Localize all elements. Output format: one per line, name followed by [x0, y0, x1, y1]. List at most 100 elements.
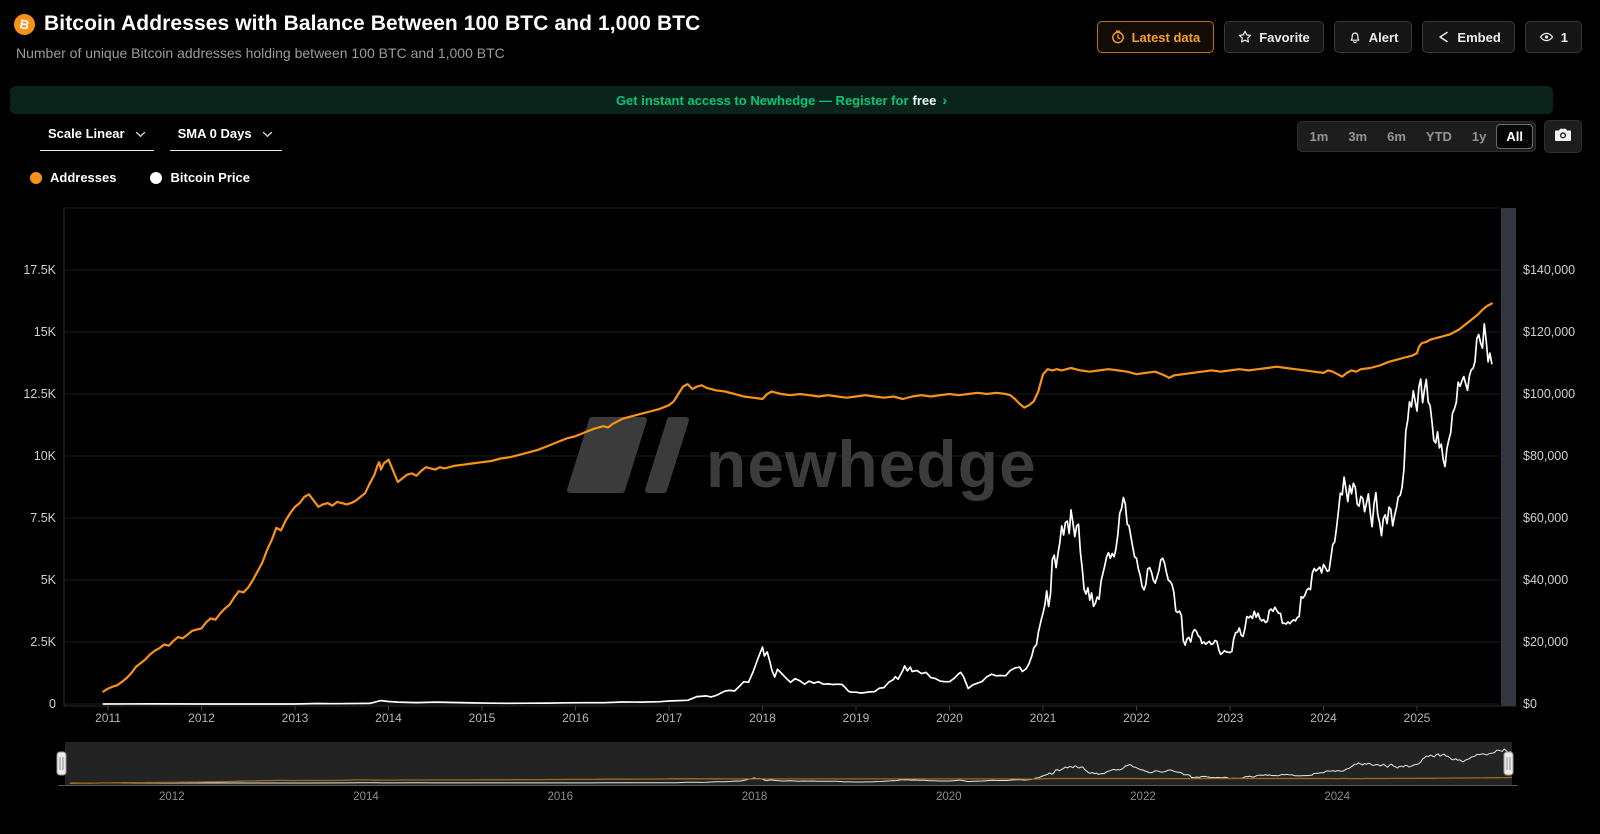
range-button-all[interactable]: All	[1496, 124, 1533, 149]
navigator-left-handle[interactable]	[56, 751, 67, 776]
range-selector-area: 1m 3m 6m YTD 1y All	[1296, 120, 1582, 153]
page-title: Bitcoin Addresses with Balance Between 1…	[44, 12, 701, 35]
y-axis-right-label: $20,000	[1523, 635, 1568, 649]
alert-label: Alert	[1368, 29, 1399, 45]
x-axis-label: 2020	[936, 711, 963, 725]
bitcoin-icon: B	[12, 11, 37, 37]
x-axis-label: 2014	[375, 711, 402, 725]
navigator-addresses-line	[69, 776, 1513, 784]
x-axis-label: 2021	[1030, 711, 1057, 725]
embed-icon	[1436, 30, 1450, 44]
y-axis-left-label: 15K	[34, 325, 57, 339]
eye-icon	[1539, 30, 1554, 44]
chevron-right-icon: ›	[942, 92, 948, 108]
y-axis-left-label: 17.5K	[23, 263, 56, 277]
y-axis-left-label: 7.5K	[30, 511, 56, 525]
alert-button[interactable]: Alert	[1333, 21, 1413, 53]
page-subtitle: Number of unique Bitcoin addresses holdi…	[16, 45, 505, 61]
x-axis-label: 2016	[562, 711, 589, 725]
y-axis-right-label: $40,000	[1523, 573, 1568, 587]
x-axis-label: 2022	[1123, 711, 1150, 725]
y-axis-left-label: 5K	[41, 573, 57, 587]
y-axis-right-label: $100,000	[1523, 387, 1575, 401]
navigator-track[interactable]	[65, 742, 1512, 785]
legend-item-addresses[interactable]: Addresses	[30, 170, 116, 185]
sma-dropdown[interactable]: SMA 0 Days	[169, 120, 282, 151]
y-axis-right-label: $80,000	[1523, 449, 1568, 463]
x-axis-label: 2019	[843, 711, 870, 725]
range-button-6m[interactable]: 6m	[1387, 129, 1406, 144]
y-axis-right-label: $0	[1523, 697, 1537, 711]
navigator-price-line	[69, 748, 1513, 784]
navigator-axis-label: 2016	[547, 791, 573, 803]
sma-dropdown-label: SMA 0 Days	[177, 126, 252, 141]
legend-label: Bitcoin Price	[170, 170, 250, 185]
x-axis-label: 2015	[469, 711, 496, 725]
camera-icon	[1554, 127, 1572, 147]
legend-dot	[30, 171, 42, 184]
legend-label: Addresses	[50, 170, 117, 185]
bell-icon	[1348, 30, 1362, 44]
chevron-down-icon	[135, 126, 146, 141]
navigator[interactable]: 2012 2014 2016 2018 2020 2022 2024	[56, 742, 1518, 803]
x-axis-label: 2017	[656, 711, 683, 725]
clock-icon	[1111, 30, 1125, 44]
x-axis-label: 2023	[1217, 711, 1244, 725]
range-button-3m[interactable]: 3m	[1348, 129, 1368, 144]
current-period-band	[1501, 208, 1516, 706]
y-axis-left-label: 12.5K	[23, 387, 56, 401]
navigator-axis-label: 2014	[353, 791, 379, 803]
star-icon	[1238, 30, 1252, 44]
embed-label: Embed	[1457, 29, 1501, 45]
y-axis-right-label: $140,000	[1523, 263, 1575, 277]
views-count: 1	[1560, 29, 1568, 45]
y-axis-left-label: 0	[49, 697, 56, 711]
series-line-bitcoin-price	[102, 323, 1493, 705]
navigator-right-handle[interactable]	[1503, 751, 1514, 776]
navigator-axis-label: 2022	[1130, 791, 1156, 803]
chart-series	[102, 302, 1493, 705]
chevron-down-icon	[262, 126, 273, 141]
y-axis-left-label: 10K	[34, 449, 57, 463]
legend: Addresses Bitcoin Price	[30, 170, 250, 185]
x-axis-label: 2012	[188, 711, 215, 725]
views-button[interactable]: 1	[1524, 21, 1582, 53]
range-button-1m[interactable]: 1m	[1309, 129, 1329, 144]
navigator-axis-label: 2020	[936, 791, 962, 803]
embed-button[interactable]: Embed	[1422, 21, 1515, 53]
register-banner[interactable]: Get instant access to Newhedge — Registe…	[10, 86, 1553, 114]
x-axis-label: 2024	[1310, 711, 1337, 725]
newhedge-logo-icon	[645, 417, 689, 493]
header: B Bitcoin Addresses with Balance Between…	[0, 0, 1600, 70]
scale-dropdown-label: Scale Linear	[48, 126, 125, 141]
y-axis-right-label: $60,000	[1523, 511, 1568, 525]
grid-lines	[63, 207, 1516, 707]
watermark: newhedge	[567, 417, 1037, 501]
navigator-axis-label: 2012	[159, 791, 185, 803]
latest-data-button[interactable]: Latest data	[1096, 21, 1215, 53]
y-axis-right-label: $120,000	[1523, 325, 1575, 339]
newhedge-watermark-text: newhedge	[706, 427, 1037, 501]
chart-controls: Scale Linear SMA 0 Days	[40, 120, 282, 151]
favorite-button[interactable]: Favorite	[1224, 21, 1324, 53]
axis-labels: 17.5K 15K 12.5K 10K 7.5K 5K 2.5K 0 $140,000 $120,…	[23, 263, 1575, 725]
range-button-ytd[interactable]: YTD	[1425, 129, 1452, 144]
x-axis-label: 2018	[749, 711, 776, 725]
scale-dropdown[interactable]: Scale Linear	[40, 120, 154, 151]
banner-highlight: free	[912, 92, 937, 108]
navigator-axis-label: 2018	[742, 791, 768, 803]
current-period-band	[1501, 208, 1516, 706]
header-actions: Latest data Favorite Alert Embed	[1096, 21, 1582, 53]
screenshot-button[interactable]	[1544, 120, 1582, 153]
newhedge-logo-icon	[567, 417, 647, 493]
banner-text: Get instant access to Newhedge — Registe…	[615, 92, 909, 108]
range-button-1y[interactable]: 1y	[1471, 129, 1487, 144]
series-line-addresses	[102, 302, 1493, 693]
legend-item-bitcoin-price[interactable]: Bitcoin Price	[150, 170, 250, 185]
x-axis-label: 2011	[95, 711, 121, 725]
favorite-label: Favorite	[1259, 29, 1310, 45]
latest-data-label: Latest data	[1131, 29, 1201, 45]
legend-dot	[150, 171, 163, 184]
